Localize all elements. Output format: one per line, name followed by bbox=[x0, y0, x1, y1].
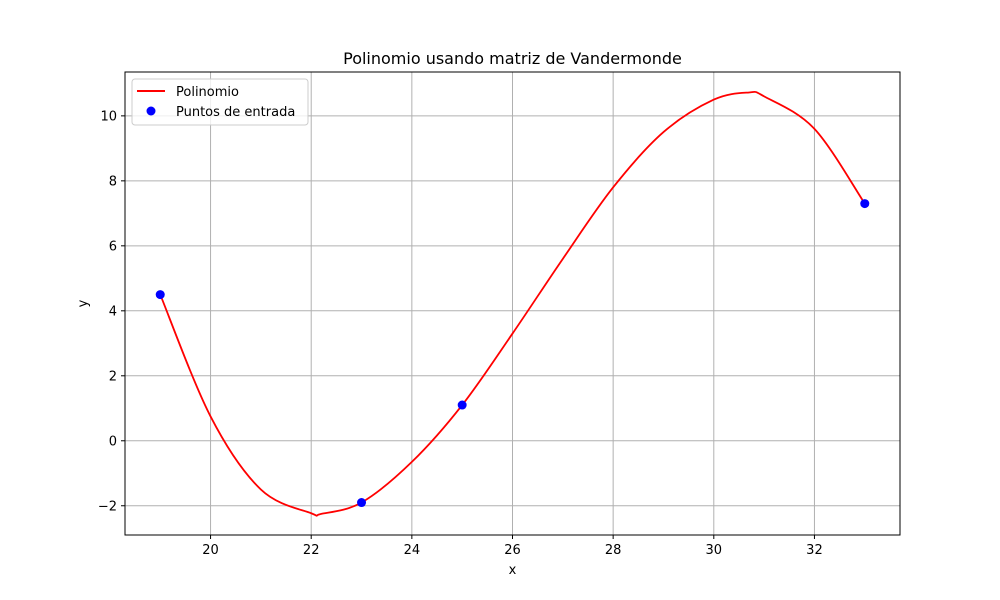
y-tick-label: 2 bbox=[109, 369, 117, 384]
legend-marker-swatch bbox=[146, 106, 156, 116]
x-tick-label: 20 bbox=[202, 543, 219, 558]
y-tick-label: 8 bbox=[109, 174, 117, 189]
data-point bbox=[457, 400, 467, 410]
y-tick-label: 10 bbox=[100, 109, 117, 124]
y-tick-label: −2 bbox=[98, 499, 117, 514]
x-tick-label: 28 bbox=[605, 543, 622, 558]
plot-area bbox=[155, 90, 870, 517]
legend: Polinomio Puntos de entrada bbox=[131, 78, 309, 126]
data-point bbox=[155, 290, 165, 300]
x-tick-label: 30 bbox=[706, 543, 723, 558]
x-tick-label: 24 bbox=[404, 543, 421, 558]
data-point bbox=[860, 199, 870, 209]
y-tick-label: 0 bbox=[109, 434, 117, 449]
legend-box bbox=[131, 78, 309, 126]
chart-title: Polinomio usando matriz de Vandermonde bbox=[343, 49, 682, 68]
legend-label-polinomio: Polinomio bbox=[176, 85, 239, 100]
x-axis-title: x bbox=[509, 563, 517, 578]
y-tick-label: 6 bbox=[109, 239, 117, 254]
x-tick-label: 26 bbox=[504, 543, 521, 558]
y-axis-title: y bbox=[76, 299, 91, 307]
x-tick-label: 22 bbox=[303, 543, 320, 558]
data-point bbox=[357, 498, 367, 508]
series-line-polinomio bbox=[159, 90, 866, 517]
legend-label-puntos: Puntos de entrada bbox=[176, 105, 295, 120]
grid bbox=[125, 72, 900, 535]
x-tick-label: 32 bbox=[806, 543, 823, 558]
y-tick-label: 4 bbox=[109, 304, 117, 319]
